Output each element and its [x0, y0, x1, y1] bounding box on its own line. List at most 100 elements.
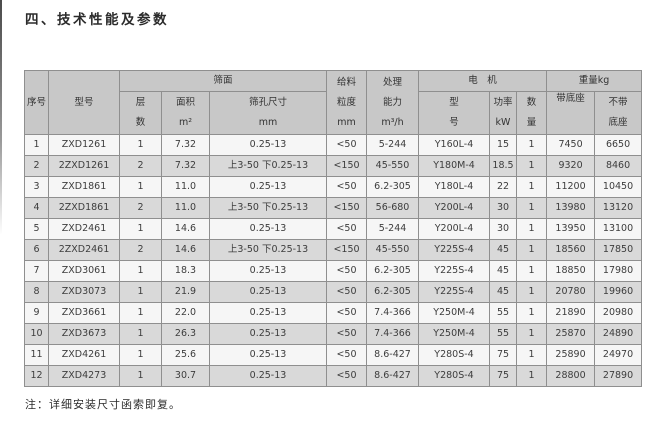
- cell-weight-with-base: 18560: [546, 239, 596, 261]
- cell-motor-model: Y180M-4: [418, 155, 490, 177]
- cell-model: ZXD3061: [48, 260, 120, 282]
- cell-capacity: 45-550: [366, 155, 419, 177]
- cell-layers: 1: [119, 260, 162, 282]
- header-weight-group: 重量kg: [546, 70, 643, 92]
- table-row: 2 2ZXD1261 2 7.32 上3-50 下0.25-13 <150 45-550 Y1…: [24, 155, 643, 177]
- cell-mesh-size: 0.25-13: [209, 302, 327, 324]
- cell-feed-size: <150: [326, 239, 367, 261]
- cell-feed-size: <150: [326, 197, 367, 219]
- cell-mesh-size: 0.25-13: [209, 344, 327, 366]
- cell-qty: 1: [515, 176, 548, 198]
- cell-index: 4: [24, 197, 49, 219]
- cell-motor-model: Y250M-4: [418, 302, 490, 324]
- cell-power: 75: [489, 365, 517, 387]
- header-capacity: 处理 能力 m³/h: [366, 70, 419, 135]
- cell-qty: 1: [515, 365, 548, 387]
- cell-layers: 1: [119, 281, 162, 303]
- header-mesh-size: 筛孔尺寸 mm: [209, 91, 327, 135]
- cell-index: 8: [24, 281, 49, 303]
- cell-weight-without-base: 10450: [594, 176, 643, 198]
- cell-layers: 1: [119, 134, 162, 156]
- cell-layers: 1: [119, 344, 162, 366]
- cell-weight-with-base: 9320: [546, 155, 596, 177]
- cell-capacity: 5-244: [366, 134, 419, 156]
- cell-mesh-size: 上3-50 下0.25-13: [209, 197, 327, 219]
- header-model: 型号: [48, 70, 120, 135]
- cell-power: 45: [489, 281, 517, 303]
- cell-model: ZXD3073: [48, 281, 120, 303]
- cell-motor-model: Y200L-4: [418, 218, 490, 240]
- table-row: 4 2ZXD1861 2 11.0 上3-50 下0.25-13 <150 56-680 Y2…: [24, 197, 643, 219]
- cell-power: 55: [489, 323, 517, 345]
- cell-weight-with-base: 13980: [546, 197, 596, 219]
- cell-capacity: 5-244: [366, 218, 419, 240]
- table-row: 1 ZXD1261 1 7.32 0.25-13 <50 5-244 Y160L-4 15 1 74…: [24, 134, 643, 156]
- cell-qty: 1: [515, 344, 548, 366]
- cell-weight-without-base: 8460: [594, 155, 643, 177]
- table-row: 10 ZXD3673 1 26.3 0.25-13 <50 7.4-366 Y250M-4 55…: [24, 323, 643, 345]
- cell-mesh-size: 0.25-13: [209, 365, 327, 387]
- cell-mesh-size: 0.25-13: [209, 176, 327, 198]
- header-weight-with-base: 带底座: [546, 91, 596, 135]
- cell-feed-size: <150: [326, 155, 367, 177]
- cell-weight-without-base: 6650: [594, 134, 643, 156]
- cell-layers: 1: [119, 365, 162, 387]
- cell-weight-without-base: 13120: [594, 197, 643, 219]
- table-row: 12 ZXD4273 1 30.7 0.25-13 <50 8.6-427 Y280S-4 75…: [24, 365, 643, 387]
- cell-index: 12: [24, 365, 49, 387]
- cell-index: 9: [24, 302, 49, 324]
- cell-area: 11.0: [161, 197, 210, 219]
- cell-motor-model: Y225S-4: [418, 281, 490, 303]
- cell-power: 30: [489, 218, 517, 240]
- cell-model: 2ZXD1861: [48, 197, 120, 219]
- cell-feed-size: <50: [326, 323, 367, 345]
- table-row: 8 ZXD3073 1 21.9 0.25-13 <50 6.2-305 Y225S-4 45 1…: [24, 281, 643, 303]
- cell-power: 30: [489, 197, 517, 219]
- cell-weight-without-base: 24890: [594, 323, 643, 345]
- cell-weight-without-base: 24970: [594, 344, 643, 366]
- cell-area: 7.32: [161, 155, 210, 177]
- cell-motor-model: Y225S-4: [418, 260, 490, 282]
- cell-power: 75: [489, 344, 517, 366]
- cell-feed-size: <50: [326, 302, 367, 324]
- header-weight-without-base: 不带 底座: [594, 91, 643, 135]
- cell-model: ZXD1261: [48, 134, 120, 156]
- cell-layers: 1: [119, 302, 162, 324]
- cell-layers: 1: [119, 176, 162, 198]
- cell-weight-with-base: 18850: [546, 260, 596, 282]
- cell-motor-model: Y280S-4: [418, 365, 490, 387]
- cell-weight-without-base: 27890: [594, 365, 643, 387]
- cell-power: 18.5: [489, 155, 517, 177]
- cell-power: 22: [489, 176, 517, 198]
- cell-weight-with-base: 25870: [546, 323, 596, 345]
- cell-index: 7: [24, 260, 49, 282]
- cell-weight-with-base: 25890: [546, 344, 596, 366]
- cell-layers: 2: [119, 155, 162, 177]
- cell-capacity: 8.6-427: [366, 365, 419, 387]
- cell-index: 2: [24, 155, 49, 177]
- cell-area: 7.32: [161, 134, 210, 156]
- cell-index: 3: [24, 176, 49, 198]
- cell-area: 30.7: [161, 365, 210, 387]
- cell-model: 2ZXD1261: [48, 155, 120, 177]
- cell-mesh-size: 0.25-13: [209, 134, 327, 156]
- scan-edge-artifact: [0, 0, 2, 235]
- cell-power: 45: [489, 260, 517, 282]
- cell-layers: 2: [119, 197, 162, 219]
- cell-weight-with-base: 20780: [546, 281, 596, 303]
- cell-qty: 1: [515, 281, 548, 303]
- cell-weight-with-base: 11200: [546, 176, 596, 198]
- header-sub-row: 层 数 面积 m² 筛孔尺寸 mm 型 号 功率 kW 数 量 带底座 不带 底…: [25, 91, 643, 135]
- note-text: 注：详细安装尺寸函索即复。: [25, 398, 181, 411]
- cell-motor-model: Y280S-4: [418, 344, 490, 366]
- cell-index: 10: [24, 323, 49, 345]
- cell-motor-model: Y225S-4: [418, 239, 490, 261]
- page-title: 四、技术性能及参数: [25, 12, 169, 28]
- cell-capacity: 6.2-305: [366, 281, 419, 303]
- cell-capacity: 7.4-366: [366, 302, 419, 324]
- cell-qty: 1: [515, 218, 548, 240]
- cell-model: 2ZXD2461: [48, 239, 120, 261]
- cell-weight-with-base: 7450: [546, 134, 596, 156]
- cell-capacity: 6.2-305: [366, 260, 419, 282]
- cell-layers: 1: [119, 323, 162, 345]
